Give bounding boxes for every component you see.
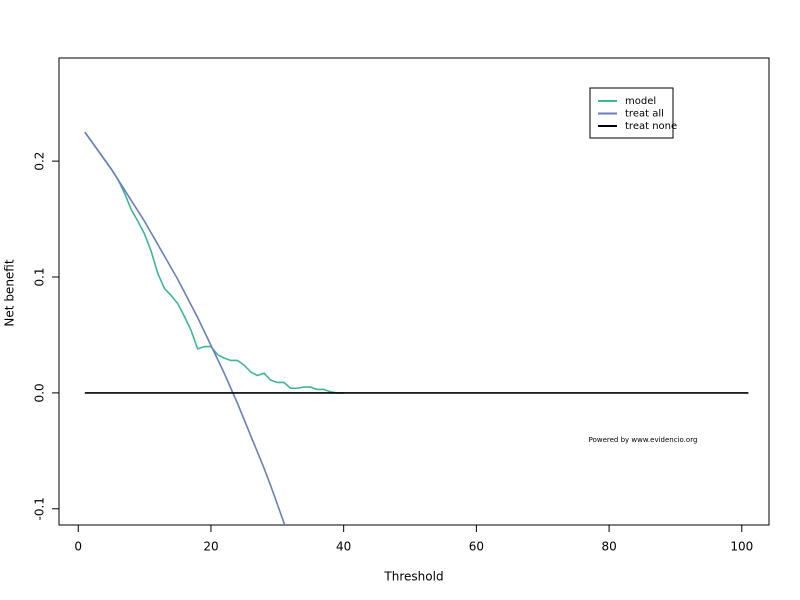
legend-label: model: [625, 96, 656, 107]
plot-frame: [58, 57, 770, 526]
y-tick-label: 0.1: [33, 267, 47, 286]
x-tick-label: 0: [74, 540, 82, 554]
y-tick-label: -0.1: [33, 497, 47, 520]
x-axis-label: Threshold: [383, 570, 443, 584]
legend-label: treat none: [625, 121, 677, 132]
x-tick-label: 60: [469, 540, 484, 554]
plot-area: [84, 131, 749, 525]
annotation: Powered by www.evidencio.org: [589, 436, 698, 444]
series-line: [84, 131, 286, 525]
x-tick-label: 20: [203, 540, 218, 554]
x-tick-label: 40: [336, 540, 351, 554]
x-tick-label: 100: [730, 540, 753, 554]
y-tick-label: 0.0: [33, 383, 47, 402]
x-tick-label: 80: [601, 540, 616, 554]
y-tick-label: 0.2: [33, 152, 47, 171]
legend-label: treat all: [625, 109, 664, 120]
y-axis-label: Net benefit: [3, 259, 17, 326]
